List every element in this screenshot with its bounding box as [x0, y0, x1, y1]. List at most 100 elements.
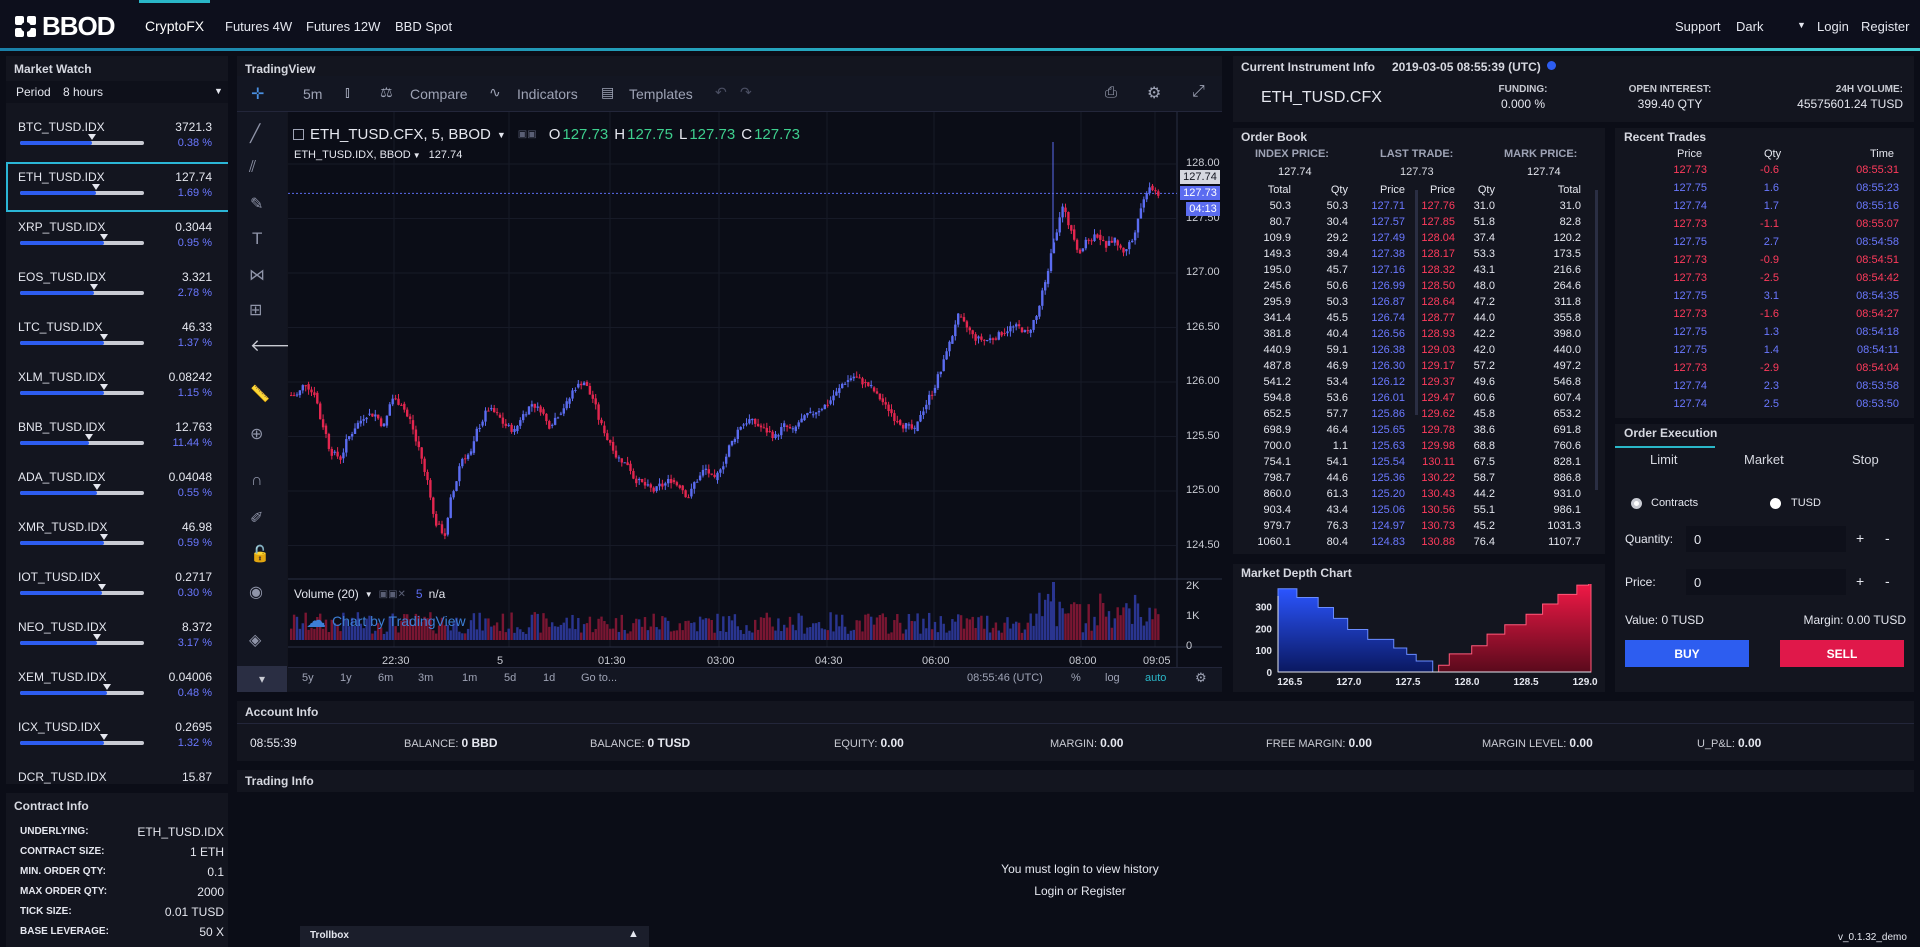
market-watch-item[interactable]: BTC_TUSD.IDX 3721.3 0.38 % — [6, 112, 228, 162]
log-toggle[interactable]: log — [1105, 672, 1120, 684]
measure-icon[interactable]: ⊞ — [249, 302, 263, 319]
order-book-row[interactable]: 487.8 46.9 126.30 129.17 57.2 497.2 — [1233, 360, 1613, 376]
buy-button[interactable]: BUY — [1625, 640, 1749, 667]
text-tool-icon[interactable]: T — [252, 229, 263, 248]
market-watch-item[interactable]: ADA_TUSD.IDX 0.04048 0.55 % — [6, 462, 228, 512]
undo-icon[interactable]: ↶ — [715, 84, 727, 100]
order-book-row[interactable]: 698.9 46.4 125.65 129.78 38.6 691.8 — [1233, 424, 1613, 440]
collapse-legend-icon[interactable] — [293, 129, 304, 140]
market-watch-item[interactable]: BNB_TUSD.IDX 12.763 11.44 % — [6, 412, 228, 462]
range-button[interactable]: 3m — [418, 672, 434, 684]
market-watch-item[interactable]: LTC_TUSD.IDX 46.33 1.37 % — [6, 312, 228, 362]
order-book-row[interactable]: 594.8 53.6 126.01 129.47 60.6 607.4 — [1233, 392, 1613, 408]
nav-register[interactable]: Register — [1861, 19, 1910, 34]
order-book-row[interactable]: 700.0 1.1 125.63 129.98 68.8 760.6 — [1233, 440, 1613, 456]
tab-stop[interactable]: Stop — [1852, 452, 1879, 467]
price-chart[interactable] — [288, 112, 1222, 672]
sell-button[interactable]: SELL — [1780, 640, 1904, 667]
indicators-button[interactable]: Indicators — [517, 86, 578, 102]
order-book-row[interactable]: 798.7 44.6 125.36 130.22 58.7 886.8 — [1233, 472, 1613, 488]
order-book-row[interactable]: 381.8 40.4 126.56 128.93 42.2 398.0 — [1233, 328, 1613, 344]
nav-login[interactable]: Login — [1817, 19, 1849, 34]
tab-market[interactable]: Market — [1744, 452, 1784, 467]
range-button[interactable]: 1y — [340, 672, 352, 684]
market-watch-item[interactable]: NEO_TUSD.IDX 8.372 3.17 % — [6, 612, 228, 662]
templates-button[interactable]: Templates — [629, 86, 693, 102]
order-book-row[interactable]: 1060.1 80.4 124.83 130.88 76.4 1107.7 — [1233, 536, 1613, 552]
market-watch-item[interactable]: DCR_TUSD.IDX 15.87 — [6, 762, 228, 784]
legend-actions-icon[interactable]: ▣▣✕ — [378, 588, 406, 600]
legend-actions-icon[interactable]: ▣▣ — [517, 129, 537, 140]
order-book-row[interactable]: 245.6 50.6 126.99 128.50 48.0 264.6 — [1233, 280, 1613, 296]
trend-line-icon[interactable]: ╱ — [250, 124, 261, 143]
quantity-minus-button[interactable]: - — [1885, 530, 1890, 546]
auto-toggle[interactable]: auto — [1145, 672, 1167, 684]
order-book-row[interactable]: 979.7 76.3 124.97 130.73 45.2 1031.3 — [1233, 520, 1613, 536]
order-book-row[interactable]: 860.0 61.3 125.20 130.43 44.2 931.0 — [1233, 488, 1613, 504]
price-plus-button[interactable]: + — [1856, 573, 1865, 589]
percent-toggle[interactable]: % — [1071, 672, 1081, 684]
eye-icon[interactable]: ◉ — [249, 584, 263, 601]
compare-icon[interactable]: ⚖ — [380, 84, 393, 100]
tab-limit[interactable]: Limit — [1650, 452, 1678, 467]
volume-label[interactable]: Volume (20) — [294, 587, 359, 601]
price-minus-button[interactable]: - — [1885, 573, 1890, 589]
order-book-row[interactable]: 341.4 45.5 126.74 128.77 44.0 355.8 — [1233, 312, 1613, 328]
chevron-down-icon[interactable]: ▼ — [412, 151, 421, 160]
brand-logo[interactable]: BBOD — [14, 11, 116, 42]
ask-scrollbar[interactable] — [1595, 190, 1598, 490]
range-button[interactable]: 6m — [378, 672, 394, 684]
order-book-row[interactable]: 50.3 50.3 127.71 127.76 31.0 31.0 — [1233, 200, 1613, 216]
zoom-icon[interactable]: ⊕ — [250, 426, 264, 443]
order-book-row[interactable]: 149.3 39.4 127.38 128.17 53.3 173.5 — [1233, 248, 1613, 264]
magnet-icon[interactable]: ∩ — [251, 472, 263, 489]
market-watch-item[interactable]: XRP_TUSD.IDX 0.3044 0.95 % — [6, 212, 228, 262]
nav-support[interactable]: Support — [1675, 19, 1721, 34]
order-book-row[interactable]: 652.5 57.7 125.86 129.62 45.8 653.2 — [1233, 408, 1613, 424]
gear-icon[interactable]: ⚙ — [1195, 670, 1207, 685]
range-button[interactable]: 5y — [302, 672, 314, 684]
indicators-icon[interactable]: ∿ — [489, 84, 501, 100]
market-watch-item[interactable]: EOS_TUSD.IDX 3.321 2.78 % — [6, 262, 228, 312]
register-link[interactable]: Register — [1081, 884, 1126, 898]
candles-type-icon[interactable]: ⫾ — [345, 84, 350, 101]
order-book-row[interactable]: 195.0 45.7 127.16 128.32 43.1 216.6 — [1233, 264, 1613, 280]
ruler-icon[interactable]: 📏 — [250, 386, 270, 403]
range-button[interactable]: 5d — [504, 672, 517, 684]
lock-drawing-icon[interactable]: ✐ — [250, 510, 264, 527]
nav-bbd-spot[interactable]: BBD Spot — [395, 19, 453, 34]
arrow-left-icon[interactable]: 🡐 — [250, 336, 296, 355]
login-link[interactable]: Login — [1034, 884, 1064, 898]
fullscreen-icon[interactable]: ⤢ — [1192, 83, 1205, 100]
chevron-down-icon[interactable]: ▼ — [364, 589, 373, 599]
nav-futures-4w[interactable]: Futures 4W — [225, 19, 293, 34]
quantity-plus-button[interactable]: + — [1856, 530, 1865, 546]
order-book-row[interactable]: 295.9 50.3 126.87 128.64 47.2 311.8 — [1233, 296, 1613, 312]
range-button[interactable]: 1d — [543, 672, 556, 684]
order-book-row[interactable]: 903.4 43.4 125.06 130.56 55.1 986.1 — [1233, 504, 1613, 520]
market-watch-item[interactable]: XMR_TUSD.IDX 46.98 0.59 % — [6, 512, 228, 562]
price-input[interactable]: 0 — [1686, 569, 1846, 595]
market-watch-item[interactable]: IOT_TUSD.IDX 0.2717 0.30 % — [6, 562, 228, 612]
chevron-down-icon[interactable]: ▼ — [1797, 20, 1806, 30]
pattern-icon[interactable]: ⋈ — [249, 267, 265, 284]
order-book-row[interactable]: 754.1 54.1 125.54 130.11 67.5 828.1 — [1233, 456, 1613, 472]
bid-scrollbar[interactable] — [1415, 190, 1418, 415]
chart-symbol[interactable]: ETH_TUSD.CFX, 5, BBOD — [310, 126, 491, 143]
radio-tusd[interactable] — [1770, 498, 1781, 509]
range-button[interactable]: 1m — [462, 672, 478, 684]
order-book-row[interactable]: 109.9 29.2 127.49 128.04 37.4 120.2 — [1233, 232, 1613, 248]
redo-icon[interactable]: ↷ — [740, 84, 752, 100]
chevron-down-icon[interactable]: ▼ — [496, 129, 506, 140]
templates-icon[interactable]: ▤ — [601, 84, 615, 100]
range-button[interactable]: Go to... — [581, 672, 618, 684]
brush-icon[interactable]: ✎ — [250, 196, 264, 213]
crosshair-icon[interactable]: ✛ — [251, 86, 265, 103]
layers-icon[interactable]: ◈ — [249, 632, 262, 649]
order-book-row[interactable]: 541.2 53.4 126.12 129.37 49.6 546.8 — [1233, 376, 1613, 392]
trollbox-bar[interactable]: Trollbox ▲ — [300, 926, 649, 947]
order-book-row[interactable]: 80.7 30.4 127.57 127.85 51.8 82.8 — [1233, 216, 1613, 232]
market-watch-item[interactable]: ICX_TUSD.IDX 0.2695 1.32 % — [6, 712, 228, 762]
radio-contracts[interactable] — [1631, 498, 1642, 509]
fib-icon[interactable]: ⫽ — [249, 159, 257, 176]
